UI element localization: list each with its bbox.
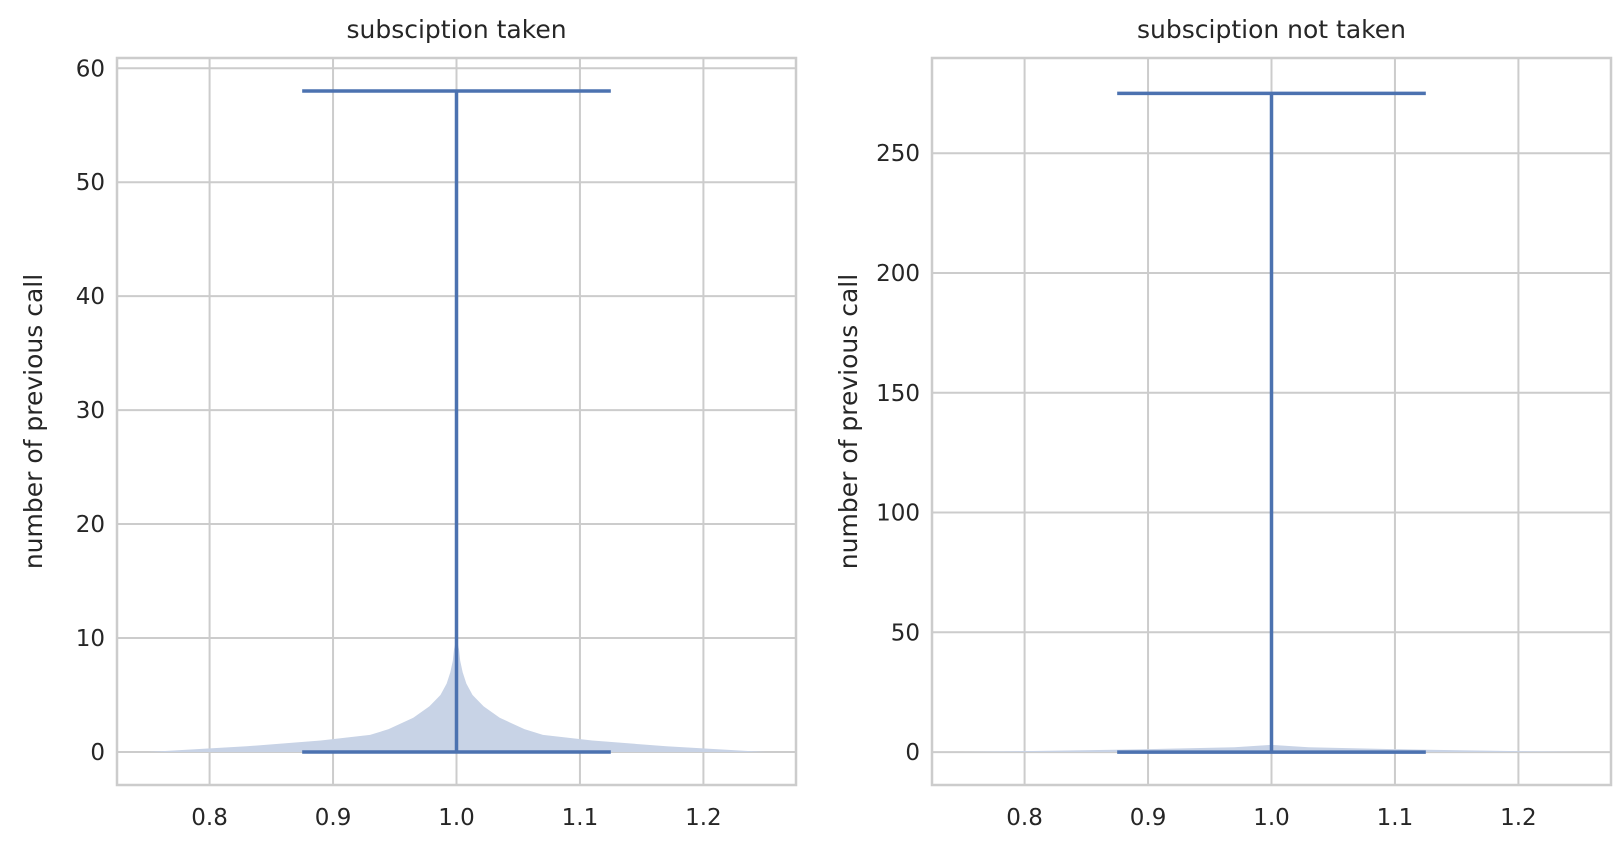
y-tick-label: 20 (76, 512, 105, 538)
y-tick-labels: 0 10 20 30 40 50 60 (76, 56, 105, 766)
violin-lines (1117, 91, 1426, 754)
x-tick-label: 1.1 (562, 805, 599, 831)
y-axis-label: number of previous call (834, 274, 863, 569)
y-tick-label: 50 (76, 170, 105, 196)
y-tick-label: 40 (76, 284, 105, 310)
y-tick-label: 0 (905, 740, 920, 766)
plot-frame (930, 56, 1613, 787)
y-tick-label: 50 (891, 620, 920, 646)
x-tick-label: 0.9 (1130, 805, 1167, 831)
x-tick-label: 1.2 (685, 805, 722, 831)
y-tick-label: 100 (876, 501, 920, 527)
x-tick-label: 1.0 (438, 805, 475, 831)
x-tick-label: 1.2 (1500, 805, 1537, 831)
y-axis-label: number of previous call (19, 274, 48, 569)
subplot-subscription-not-taken: 0.8 0.9 1.0 1.1 1.2 0 50 100 150 200 250 subscipt… (834, 15, 1613, 831)
x-tick-label: 1.1 (1377, 805, 1414, 831)
x-tick-labels: 0.8 0.9 1.0 1.1 1.2 (1006, 805, 1536, 831)
x-tick-label: 1.0 (1253, 805, 1290, 831)
y-tick-label: 10 (76, 626, 105, 652)
plot-frame (115, 56, 798, 787)
violin-lines (302, 89, 611, 754)
x-tick-labels: 0.8 0.9 1.0 1.1 1.2 (191, 805, 721, 831)
y-tick-label: 250 (876, 141, 920, 167)
x-tick-label: 0.8 (191, 805, 228, 831)
y-tick-label: 150 (876, 381, 920, 407)
x-tick-label: 0.8 (1006, 805, 1043, 831)
subplot-subscription-taken: 0.8 0.9 1.0 1.1 1.2 0 10 20 30 40 50 60 subsciptio… (19, 15, 798, 831)
y-tick-label: 60 (76, 56, 105, 82)
y-tick-label: 30 (76, 398, 105, 424)
y-tick-label: 0 (90, 740, 105, 766)
x-tick-label: 0.9 (315, 805, 352, 831)
y-tick-labels: 0 50 100 150 200 250 (876, 141, 920, 766)
chart-title: subsciption not taken (1137, 15, 1406, 44)
chart-title: subsciption taken (346, 15, 566, 44)
y-tick-label: 200 (876, 261, 920, 287)
